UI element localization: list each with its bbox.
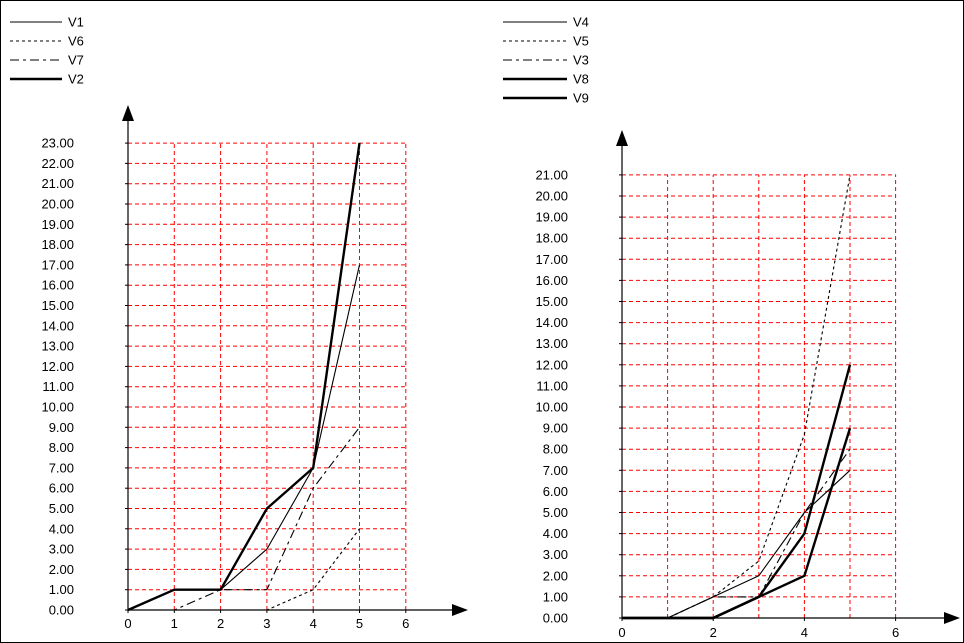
y-tick-label: 5.00	[49, 501, 74, 516]
y-tick-label: 1.00	[49, 582, 74, 597]
y-tick-label: 1.00	[543, 589, 568, 604]
series-line-v6	[128, 528, 360, 611]
y-tick-label: 0.00	[49, 603, 74, 618]
y-tick-label: 9.00	[49, 420, 74, 435]
chart-2: 0.00 1.00 2.00 3.00 4.00 5.00 6.00 7.00 8.00 9.00…	[503, 15, 960, 640]
y-tick-label: 7.00	[543, 463, 568, 478]
series-group	[127, 142, 361, 612]
legend: V4 V5 V3 V8 V9	[503, 15, 589, 106]
y-tick-label: 15.00	[535, 294, 568, 309]
y-tick-label: 13.00	[535, 336, 568, 351]
y-tick-label: 16.00	[41, 278, 74, 293]
x-tick-label: 6	[402, 616, 409, 631]
y-tick-label: 10.00	[535, 400, 568, 415]
x-tick-label: 0	[124, 616, 131, 631]
y-tick-label: 19.00	[535, 210, 568, 225]
y-tick-label: 14.00	[535, 315, 568, 330]
y-tick-label: 2.00	[543, 568, 568, 583]
y-tick-label: 20.00	[41, 197, 74, 212]
legend-label: V4	[573, 15, 589, 30]
y-tick-label: 4.00	[49, 521, 74, 536]
x-axis-arrow	[452, 604, 468, 616]
legend-label: V7	[68, 53, 84, 68]
legend: V1 V6 V7 V2	[10, 15, 84, 87]
series-line-v5	[622, 174, 851, 619]
x-tick-label: 4	[310, 616, 317, 631]
series-group	[622, 174, 852, 620]
y-tick-label: 12.00	[535, 357, 568, 372]
x-tick-label: 4	[801, 625, 808, 640]
y-tick-label: 11.00	[42, 379, 74, 394]
y-tick-label: 22.00	[41, 156, 74, 171]
legend-label: V1	[68, 15, 84, 30]
y-tick-label: 6.00	[543, 484, 568, 499]
x-tick-label: 6	[892, 625, 899, 640]
series-line-v1	[127, 264, 361, 611]
y-tick-label: 10.00	[41, 400, 74, 415]
y-tick-label: 8.00	[543, 442, 568, 457]
legend-label: V2	[68, 72, 84, 87]
y-tick-label: 18.00	[535, 231, 568, 246]
y-tick-label: 15.00	[41, 298, 74, 313]
grid	[622, 174, 897, 618]
y-tick-label: 11.00	[536, 378, 568, 393]
y-tick-label: 23.00	[41, 136, 74, 151]
x-tick-label: 5	[356, 616, 363, 631]
y-tick-label: 8.00	[49, 440, 74, 455]
x-tick-label: 3	[263, 616, 270, 631]
y-axis-arrow	[616, 130, 628, 146]
series-line-v9	[622, 427, 852, 620]
legend-label: V9	[573, 91, 589, 106]
y-tick-label: 6.00	[49, 481, 74, 496]
series-line-v7	[128, 426, 360, 611]
y-tick-label: 3.00	[49, 542, 74, 557]
y-tick-label: 0.00	[543, 611, 568, 626]
legend-label: V5	[573, 34, 589, 49]
legend-label: V8	[573, 72, 589, 87]
y-tick-label: 4.00	[543, 526, 568, 541]
y-tick-label: 19.00	[41, 217, 74, 232]
y-tick-label: 5.00	[543, 505, 568, 520]
x-tick-label: 1	[171, 616, 178, 631]
y-tick-label: 7.00	[49, 460, 74, 475]
y-tick-label: 16.00	[535, 273, 568, 288]
legend-label: V6	[68, 34, 84, 49]
y-tick-label: 3.00	[543, 547, 568, 562]
y-tick-label: 20.00	[535, 189, 568, 204]
y-tick-label: 17.00	[41, 257, 74, 272]
y-tick-label: 13.00	[41, 339, 74, 354]
x-axis-arrow	[944, 612, 960, 624]
chart-1: 0.00 1.00 2.00 3.00 4.00 5.00 6.00 7.00 8.00 9.00…	[10, 15, 468, 631]
series-line-v2	[127, 142, 361, 612]
y-axis-arrow	[122, 105, 134, 121]
x-tick-label: 2	[710, 625, 717, 640]
y-tick-label: 9.00	[543, 421, 568, 436]
y-tick-label: 21.00	[41, 176, 74, 191]
y-tick-label: 2.00	[49, 562, 74, 577]
grid	[128, 142, 407, 610]
y-tick-label: 21.00	[535, 167, 568, 182]
y-tick-label: 14.00	[41, 318, 74, 333]
y-tick-label: 12.00	[41, 359, 74, 374]
y-tick-label: 17.00	[535, 252, 568, 267]
x-tick-label: 2	[217, 616, 224, 631]
x-tick-label: 0	[618, 625, 625, 640]
y-tick-label: 18.00	[41, 237, 74, 252]
legend-label: V3	[573, 53, 589, 68]
